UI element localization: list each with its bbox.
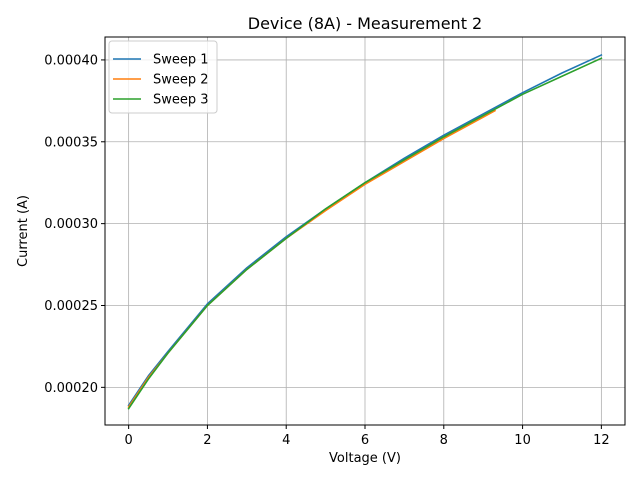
y-tick-label: 0.00040 (44, 53, 98, 68)
chart-title: Device (8A) - Measurement 2 (248, 14, 482, 33)
x-tick-label: 12 (593, 433, 610, 448)
legend-label-sweep-2: Sweep 2 (153, 73, 209, 88)
x-tick-label: 8 (440, 433, 448, 448)
y-axis-label: Current (A) (16, 195, 31, 267)
x-tick-label: 4 (282, 433, 290, 448)
tick-layer: 0 2 4 6 8 10 12 0.00020 0.00025 0.00030 0.00035 0.0… (44, 53, 609, 448)
y-tick-label: 0.00035 (44, 135, 98, 150)
x-axis-label: Voltage (V) (329, 451, 401, 466)
x-tick-label: 6 (361, 433, 369, 448)
y-tick-label: 0.00025 (44, 299, 98, 314)
x-tick-label: 2 (203, 433, 211, 448)
series-layer (127, 53, 603, 410)
legend-label-sweep-3: Sweep 3 (153, 93, 209, 108)
y-tick-label: 0.00030 (44, 217, 98, 232)
legend: Sweep 1 Sweep 2 Sweep 3 (108, 40, 218, 114)
x-tick-label: 10 (514, 433, 531, 448)
x-tick-label: 0 (124, 433, 132, 448)
y-tick-label: 0.00020 (44, 381, 98, 396)
legend-label-sweep-1: Sweep 1 (153, 53, 209, 68)
series-line-sweep-3 (127, 57, 603, 410)
